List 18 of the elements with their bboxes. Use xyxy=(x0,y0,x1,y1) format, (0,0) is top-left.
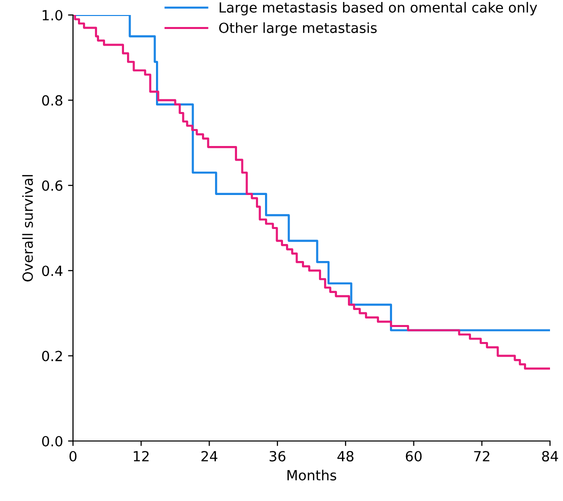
x-tick-label: 48 xyxy=(337,450,354,462)
x-tick-label: 60 xyxy=(406,450,422,462)
y-tick-label: 0.4 xyxy=(42,266,62,276)
legend-label: Other large metastasis xyxy=(219,22,377,36)
y-tick-label: 0.0 xyxy=(42,436,62,446)
x-axis-title: Months xyxy=(287,470,336,480)
x-tick-label: 72 xyxy=(474,450,490,462)
x-tick-label: 36 xyxy=(270,450,286,462)
x-tick-label: 0 xyxy=(69,450,76,462)
y-tick-label: 0.6 xyxy=(42,180,62,191)
x-tick-label: 12 xyxy=(134,450,149,462)
x-tick-label: 84 xyxy=(542,450,558,462)
legend-label: Large metastasis based on omental cake only xyxy=(220,2,538,16)
y-tick-label: 0.2 xyxy=(42,350,62,362)
y-tick-label: 0.8 xyxy=(42,95,62,106)
y-axis-title: Overall survival xyxy=(22,175,33,282)
x-tick-label: 24 xyxy=(201,450,218,462)
y-tick-label: 1.0 xyxy=(42,10,62,20)
